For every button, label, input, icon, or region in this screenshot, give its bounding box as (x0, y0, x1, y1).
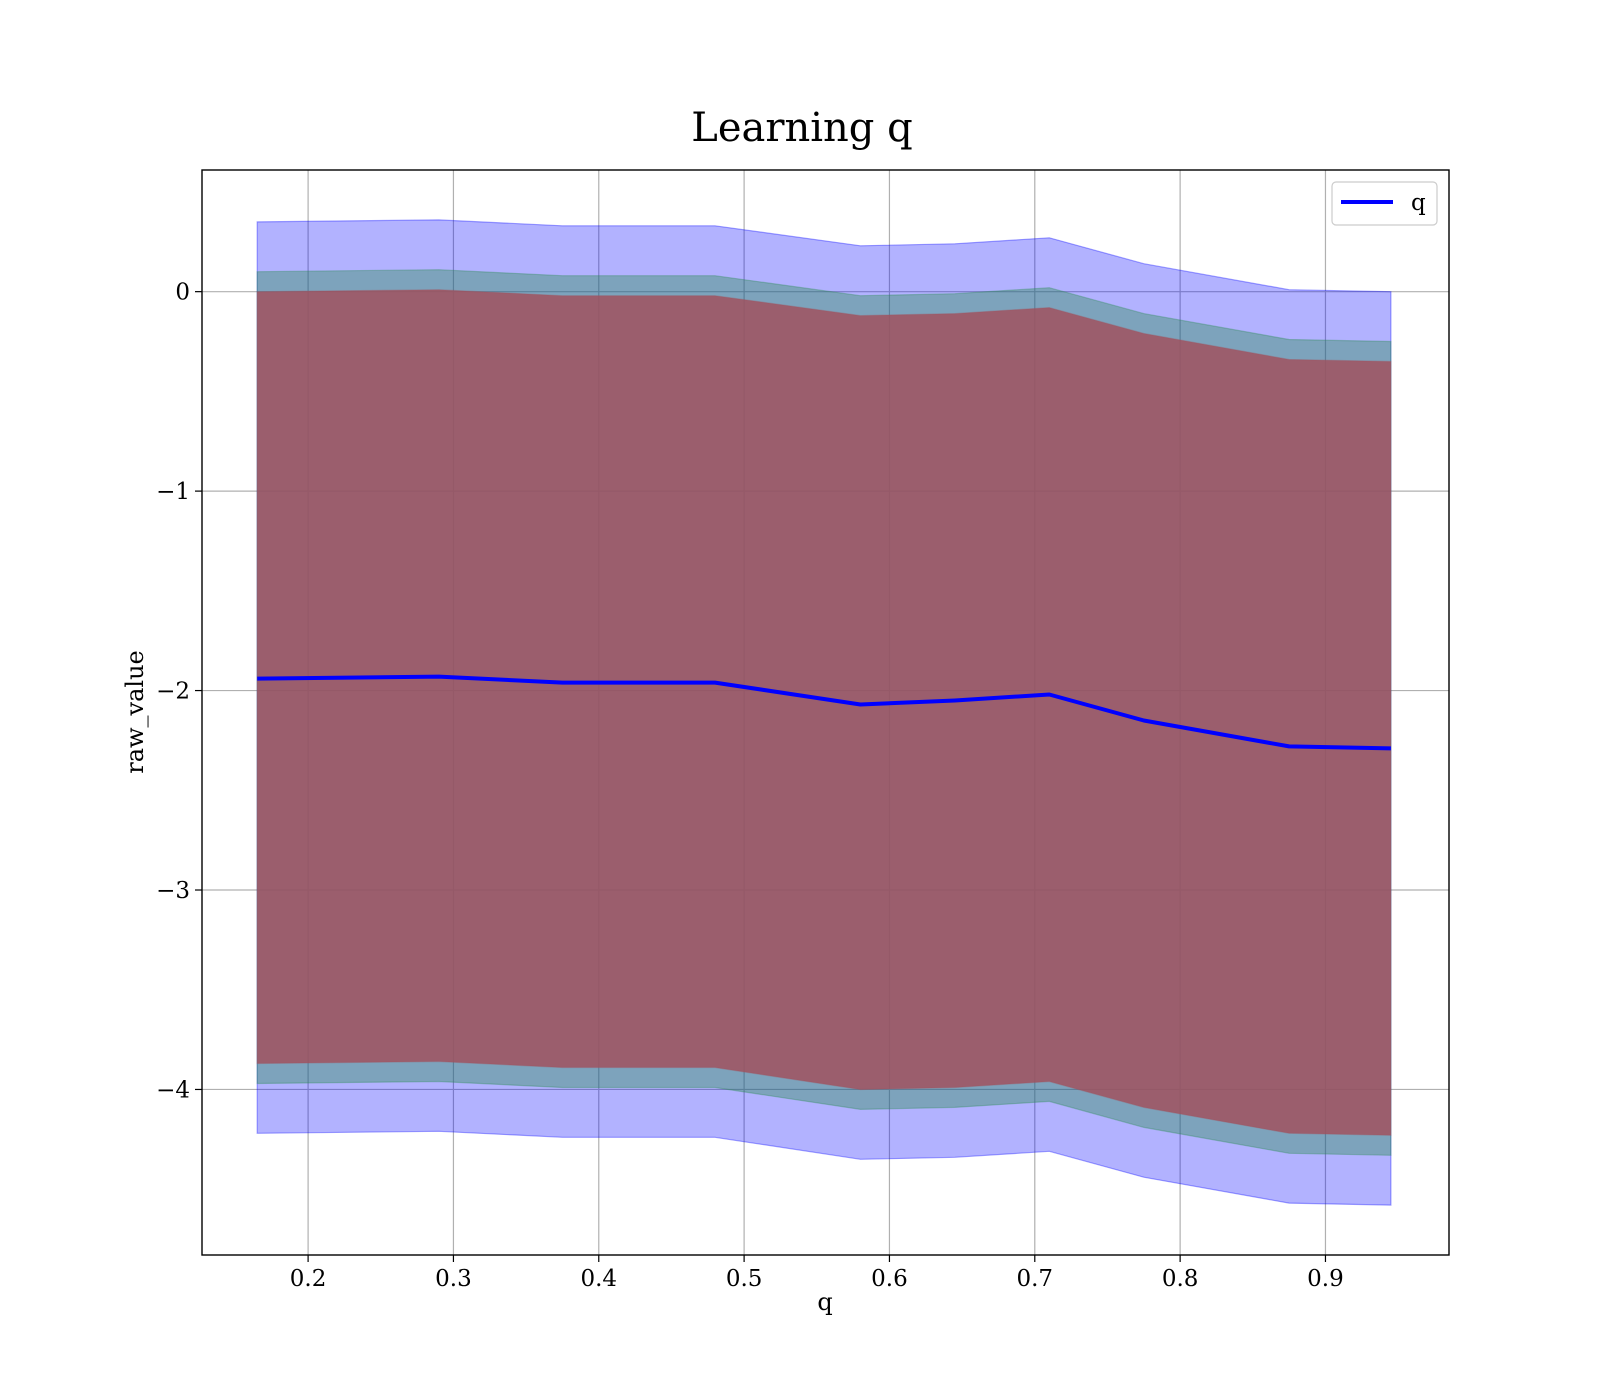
plot-frame (201, 169, 1450, 1256)
y-tick-label: −4 (156, 1077, 190, 1103)
chart-title: Learning q (691, 105, 912, 151)
series-lines (257, 674, 1391, 751)
x-tick-label: 0.7 (1016, 1266, 1053, 1292)
legend: q (1331, 181, 1438, 226)
series-line-q (257, 674, 1391, 751)
x-tick-label: 0.3 (435, 1266, 472, 1292)
x-tick-label: 0.5 (726, 1266, 763, 1292)
y-axis-ticks: 0 −1 −2 −3 −4 (156, 280, 202, 1103)
y-tick-label: −1 (156, 479, 190, 505)
x-axis-ticks: 0.2 0.3 0.4 0.5 0.6 0.7 0.8 0.9 (290, 1255, 1344, 1292)
y-axis-label: raw_value (121, 650, 149, 774)
bands (256, 219, 1392, 1206)
x-axis-label: q (817, 1288, 832, 1316)
x-tick-label: 0.9 (1307, 1266, 1344, 1292)
x-tick-label: 0.4 (580, 1266, 617, 1292)
y-tick-label: −3 (156, 878, 190, 904)
x-tick-label: 0.6 (871, 1266, 908, 1292)
x-tick-label: 0.2 (290, 1266, 327, 1292)
y-tick-label: −2 (156, 679, 190, 705)
legend-label: q (1411, 190, 1426, 216)
band-2 (256, 289, 1392, 1136)
y-tick-label: 0 (175, 280, 190, 306)
x-tick-label: 0.8 (1162, 1266, 1199, 1292)
